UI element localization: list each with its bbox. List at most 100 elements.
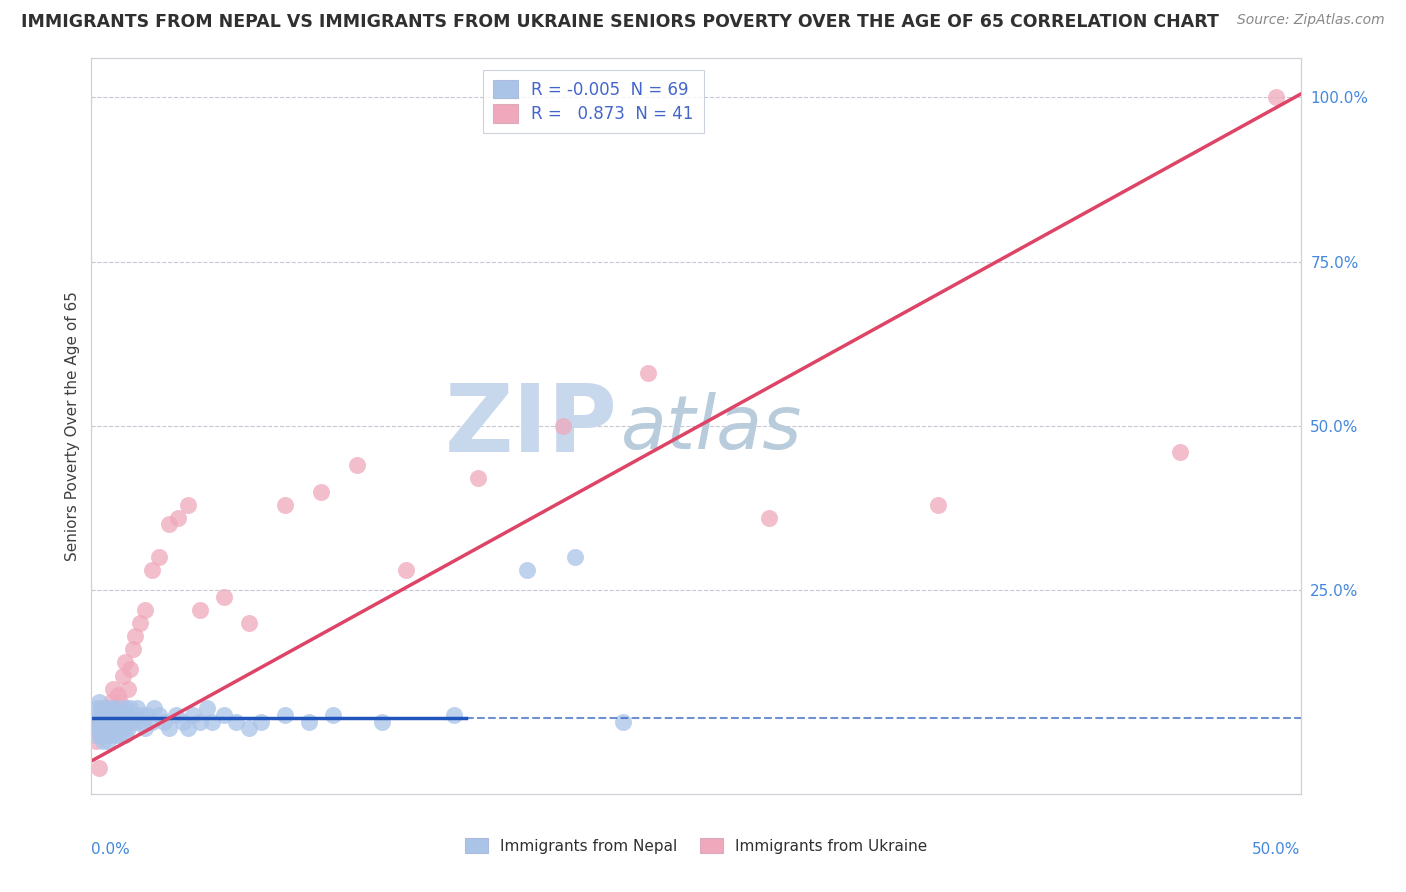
Point bbox=[121, 642, 143, 657]
Point bbox=[153, 714, 176, 729]
Point bbox=[93, 734, 115, 748]
Point bbox=[114, 728, 136, 742]
Legend: Immigrants from Nepal, Immigrants from Ukraine: Immigrants from Nepal, Immigrants from U… bbox=[458, 831, 934, 860]
Point bbox=[87, 714, 110, 729]
Point bbox=[104, 701, 127, 715]
Point bbox=[93, 708, 115, 723]
Point bbox=[94, 701, 117, 715]
Point bbox=[467, 471, 489, 485]
Point bbox=[1265, 90, 1288, 104]
Point bbox=[94, 721, 117, 735]
Point bbox=[120, 714, 142, 729]
Point bbox=[84, 701, 107, 715]
Point bbox=[94, 728, 117, 742]
Point bbox=[124, 714, 146, 729]
Point bbox=[101, 708, 124, 723]
Point bbox=[93, 721, 115, 735]
Point bbox=[637, 367, 659, 381]
Point bbox=[87, 721, 110, 735]
Point bbox=[101, 721, 124, 735]
Point bbox=[83, 714, 105, 729]
Point bbox=[90, 728, 112, 742]
Point bbox=[927, 498, 949, 512]
Text: atlas: atlas bbox=[621, 392, 803, 464]
Point bbox=[104, 708, 127, 723]
Point bbox=[188, 714, 211, 729]
Point bbox=[90, 714, 112, 729]
Point bbox=[114, 656, 136, 670]
Point bbox=[148, 550, 170, 565]
Point bbox=[309, 484, 332, 499]
Point bbox=[395, 564, 418, 578]
Point bbox=[114, 701, 136, 715]
Point bbox=[128, 708, 150, 723]
Point bbox=[214, 590, 236, 604]
Point bbox=[298, 714, 321, 729]
Point bbox=[1168, 445, 1191, 459]
Text: IMMIGRANTS FROM NEPAL VS IMMIGRANTS FROM UKRAINE SENIORS POVERTY OVER THE AGE OF: IMMIGRANTS FROM NEPAL VS IMMIGRANTS FROM… bbox=[21, 13, 1219, 31]
Point bbox=[181, 708, 204, 723]
Point bbox=[758, 511, 780, 525]
Point bbox=[128, 615, 150, 630]
Point bbox=[100, 701, 122, 715]
Point bbox=[84, 728, 107, 742]
Point bbox=[104, 714, 127, 729]
Point bbox=[94, 714, 117, 729]
Point bbox=[157, 517, 180, 532]
Point bbox=[101, 681, 124, 696]
Point bbox=[94, 701, 117, 715]
Point bbox=[134, 721, 156, 735]
Point bbox=[117, 708, 139, 723]
Point bbox=[110, 695, 132, 709]
Point bbox=[238, 615, 260, 630]
Point bbox=[111, 721, 134, 735]
Point bbox=[167, 511, 190, 525]
Point bbox=[225, 714, 247, 729]
Text: ZIP: ZIP bbox=[444, 380, 617, 472]
Point bbox=[443, 708, 465, 723]
Point bbox=[370, 714, 392, 729]
Point bbox=[131, 714, 153, 729]
Point bbox=[107, 721, 129, 735]
Point bbox=[121, 708, 143, 723]
Point bbox=[141, 564, 163, 578]
Point bbox=[90, 728, 112, 742]
Point bbox=[134, 603, 156, 617]
Point bbox=[97, 708, 120, 723]
Point bbox=[346, 458, 368, 473]
Text: Source: ZipAtlas.com: Source: ZipAtlas.com bbox=[1237, 13, 1385, 28]
Y-axis label: Seniors Poverty Over the Age of 65: Seniors Poverty Over the Age of 65 bbox=[65, 291, 80, 561]
Point bbox=[100, 714, 122, 729]
Point bbox=[100, 695, 122, 709]
Point bbox=[111, 668, 134, 682]
Point bbox=[148, 708, 170, 723]
Point bbox=[97, 714, 120, 729]
Point bbox=[201, 714, 224, 729]
Point bbox=[274, 708, 297, 723]
Text: 0.0%: 0.0% bbox=[91, 842, 131, 856]
Point bbox=[97, 734, 120, 748]
Point bbox=[177, 498, 200, 512]
Point bbox=[104, 728, 127, 742]
Point bbox=[141, 714, 163, 729]
Point bbox=[90, 701, 112, 715]
Point bbox=[107, 689, 129, 703]
Point bbox=[87, 708, 110, 723]
Point bbox=[111, 708, 134, 723]
Point bbox=[120, 701, 142, 715]
Point bbox=[238, 721, 260, 735]
Point bbox=[274, 498, 297, 512]
Point bbox=[117, 681, 139, 696]
Text: 50.0%: 50.0% bbox=[1253, 842, 1301, 856]
Point bbox=[110, 714, 132, 729]
Point bbox=[516, 564, 538, 578]
Point bbox=[157, 721, 180, 735]
Point bbox=[143, 701, 166, 715]
Point bbox=[100, 728, 122, 742]
Point bbox=[87, 761, 110, 775]
Point bbox=[249, 714, 271, 729]
Point bbox=[120, 662, 142, 676]
Point bbox=[97, 721, 120, 735]
Point bbox=[84, 734, 107, 748]
Point bbox=[322, 708, 344, 723]
